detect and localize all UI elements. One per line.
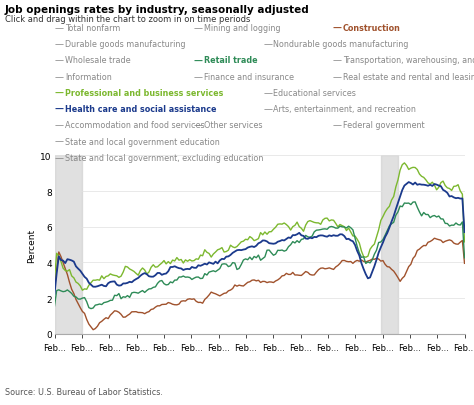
Text: —: — <box>55 56 64 65</box>
Text: Construction: Construction <box>343 24 401 33</box>
Text: —: — <box>55 121 64 130</box>
Text: Job openings rates by industry, seasonally adjusted: Job openings rates by industry, seasonal… <box>5 5 310 15</box>
Text: —: — <box>55 40 64 49</box>
Text: Total nonfarm: Total nonfarm <box>65 24 120 33</box>
Text: Durable goods manufacturing: Durable goods manufacturing <box>65 40 185 49</box>
Text: Retail trade: Retail trade <box>204 56 257 65</box>
Bar <box>381 156 398 334</box>
Text: —: — <box>333 121 342 130</box>
Text: Health care and social assistance: Health care and social assistance <box>65 105 217 114</box>
Text: Real estate and rental and leasing: Real estate and rental and leasing <box>343 72 474 81</box>
Text: State and local government, excluding education: State and local government, excluding ed… <box>65 153 264 162</box>
Text: Educational services: Educational services <box>273 89 356 98</box>
Text: —: — <box>333 56 342 65</box>
Text: —: — <box>333 72 342 81</box>
Text: —: — <box>55 24 64 33</box>
Text: Click and drag within the chart to zoom in on time periods: Click and drag within the chart to zoom … <box>5 15 250 24</box>
Text: —: — <box>333 24 342 33</box>
Text: —: — <box>55 137 64 146</box>
Text: —: — <box>263 89 272 98</box>
Text: Wholesale trade: Wholesale trade <box>65 56 130 65</box>
Text: —: — <box>193 24 202 33</box>
Text: Source: U.S. Bureau of Labor Statistics.: Source: U.S. Bureau of Labor Statistics. <box>5 387 163 396</box>
Text: Arts, entertainment, and recreation: Arts, entertainment, and recreation <box>273 105 416 114</box>
Text: Professional and business services: Professional and business services <box>65 89 223 98</box>
Text: —: — <box>193 56 202 65</box>
Text: Federal government: Federal government <box>343 121 425 130</box>
Text: —: — <box>263 40 272 49</box>
Text: —: — <box>263 105 272 114</box>
Text: Accommodation and food services: Accommodation and food services <box>65 121 205 130</box>
Text: Finance and insurance: Finance and insurance <box>204 72 294 81</box>
Text: Mining and logging: Mining and logging <box>204 24 281 33</box>
Text: Other services: Other services <box>204 121 263 130</box>
Text: —: — <box>55 72 64 81</box>
Y-axis label: Percent: Percent <box>27 228 36 262</box>
Text: Nondurable goods manufacturing: Nondurable goods manufacturing <box>273 40 409 49</box>
Text: —: — <box>55 153 64 162</box>
Bar <box>55 156 82 334</box>
Text: State and local government education: State and local government education <box>65 137 219 146</box>
Text: —: — <box>193 72 202 81</box>
Text: —: — <box>55 105 64 114</box>
Text: —: — <box>55 89 64 98</box>
Text: Transportation, warehousing, and utilities: Transportation, warehousing, and utiliti… <box>343 56 474 65</box>
Text: —: — <box>193 121 202 130</box>
Text: Information: Information <box>65 72 112 81</box>
